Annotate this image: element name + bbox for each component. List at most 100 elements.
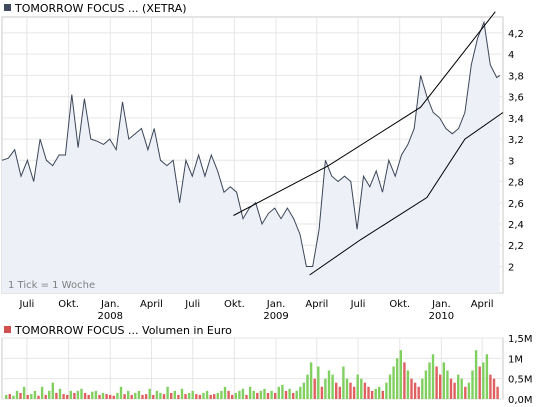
price-chart-title: TOMORROW FOCUS ... (XETRA) — [14, 2, 187, 15]
volume-bar — [274, 392, 277, 399]
volume-bar — [8, 394, 11, 399]
volume-y-tick-label: 0,5M — [508, 375, 533, 386]
price-y-tick-label: 2,8 — [508, 178, 524, 189]
volume-bar — [317, 366, 320, 399]
volume-bar — [349, 382, 352, 399]
volume-bar — [482, 362, 485, 399]
volume-bar — [396, 358, 399, 399]
volume-bar — [195, 394, 198, 399]
price-y-tick-label: 4 — [508, 50, 514, 61]
volume-bar — [302, 382, 306, 399]
price-x-tick-label: Okt. — [389, 299, 410, 310]
price-x-tick-label: Juli — [350, 299, 366, 310]
volume-bar — [266, 392, 270, 399]
volume-bar — [417, 386, 420, 399]
volume-bar — [33, 390, 37, 399]
volume-bar — [141, 394, 144, 399]
price-y-tick-label: 3,6 — [508, 93, 524, 104]
volume-bar — [439, 374, 442, 399]
volume-bar — [388, 374, 392, 399]
volume-y-tick-label: 1,5M — [508, 334, 533, 345]
price-area-fill — [2, 22, 500, 294]
volume-bar — [152, 394, 155, 399]
volume-bar — [360, 378, 363, 399]
volume-bar — [30, 394, 33, 399]
volume-bar — [105, 394, 108, 399]
volume-y-tick-label: 0,0M — [508, 395, 533, 406]
volume-bar — [180, 388, 184, 399]
volume-bar — [91, 391, 94, 399]
volume-bar — [413, 382, 417, 399]
volume-bar — [457, 374, 460, 399]
volume-bar — [44, 394, 47, 399]
volume-bar — [428, 362, 431, 399]
volume-legend-swatch — [4, 326, 11, 333]
price-y-tick-label: 3,4 — [508, 114, 524, 125]
volume-bar — [474, 350, 478, 399]
volume-bar — [191, 390, 194, 399]
volume-bar — [421, 378, 424, 399]
volume-bar — [331, 374, 334, 399]
volume-bar — [471, 370, 474, 399]
trend-line — [309, 112, 504, 276]
volume-bar — [324, 378, 327, 399]
volume-bar — [137, 390, 141, 399]
volume-bar — [241, 388, 245, 399]
volume-bar — [40, 386, 44, 399]
volume-bar — [460, 378, 463, 399]
volume-bar — [216, 392, 219, 399]
volume-bar — [12, 395, 15, 399]
volume-bar — [327, 370, 331, 399]
tick-footnote: 1 Tick = 1 Woche — [8, 280, 95, 291]
price-plot — [1, 11, 504, 294]
price-x-tick-label: April — [305, 299, 328, 310]
volume-bar — [284, 390, 288, 399]
volume-bar — [209, 394, 212, 399]
volume-bar — [449, 378, 453, 399]
volume-bar — [83, 392, 87, 399]
volume-bar — [220, 390, 223, 399]
volume-bar — [292, 392, 295, 399]
volume-bar — [263, 388, 266, 399]
price-y-tick-label: 4,2 — [508, 29, 524, 40]
price-x-year-label: 2009 — [263, 311, 288, 322]
volume-bar — [442, 362, 445, 399]
volume-bar — [496, 386, 499, 399]
volume-bar — [26, 394, 29, 399]
volume-bar — [148, 388, 151, 399]
volume-bar — [356, 374, 359, 399]
price-legend-swatch — [4, 4, 11, 11]
volume-bar — [116, 392, 119, 399]
price-y-tick-label: 3 — [508, 156, 514, 167]
volume-bar — [238, 390, 241, 399]
volume-bar — [223, 386, 227, 399]
volume-bar — [202, 392, 205, 399]
volume-bar — [485, 354, 489, 399]
volume-bar — [162, 394, 166, 399]
volume-bar — [363, 382, 367, 399]
volume-bar — [335, 382, 338, 399]
volume-bar — [170, 392, 173, 399]
volume-bar — [130, 394, 133, 399]
volume-bar — [453, 382, 456, 399]
volume-bar — [309, 362, 313, 399]
price-x-tick-label: Jan. — [431, 299, 451, 310]
volume-bar — [385, 382, 388, 399]
volume-bar — [259, 390, 263, 399]
price-y-tick-label: 2,4 — [508, 220, 524, 231]
volume-bar — [367, 386, 370, 399]
volume-bar — [187, 392, 191, 399]
price-x-tick-label: Okt. — [58, 299, 79, 310]
volume-bar — [378, 386, 381, 399]
volume-bar — [252, 390, 255, 399]
volume-bar — [177, 394, 180, 399]
volume-y-tick-label: 1M — [508, 354, 523, 365]
volume-bar — [184, 394, 187, 399]
volume-bar — [48, 390, 51, 399]
volume-bar — [98, 394, 101, 399]
volume-bar — [374, 388, 377, 399]
volume-bar — [320, 386, 324, 399]
price-x-tick-label: April — [140, 299, 163, 310]
volume-bar — [62, 394, 65, 399]
